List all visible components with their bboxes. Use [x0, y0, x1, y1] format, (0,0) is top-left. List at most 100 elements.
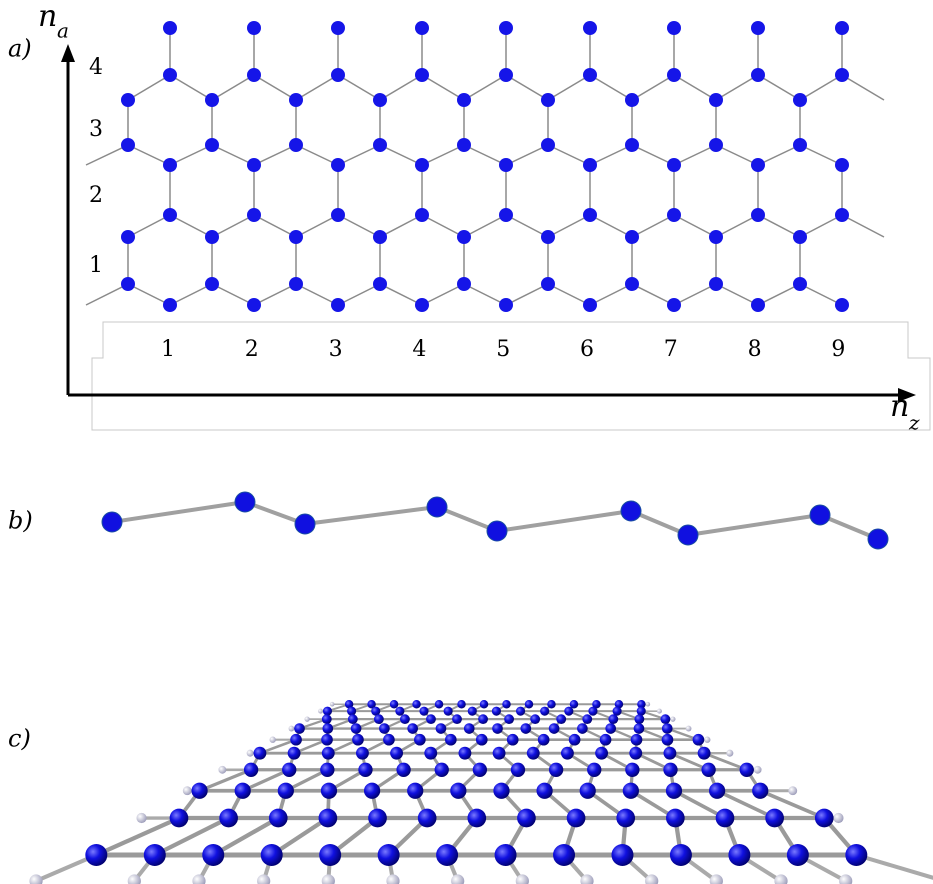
atom — [383, 734, 395, 746]
column-label: 2 — [245, 337, 259, 362]
atom — [351, 723, 362, 734]
atom — [457, 700, 465, 708]
atom — [541, 277, 555, 291]
hydrogen — [270, 737, 276, 743]
atom — [419, 707, 428, 716]
atom — [480, 700, 488, 708]
atom — [751, 68, 765, 82]
atom — [667, 208, 681, 222]
atom — [247, 21, 261, 35]
atom — [499, 158, 513, 172]
atom — [693, 734, 705, 746]
atom — [319, 809, 338, 828]
atom — [415, 68, 429, 82]
bond — [464, 284, 506, 305]
hydrogen — [839, 874, 852, 884]
bond — [632, 215, 674, 237]
atom — [121, 277, 135, 291]
bond — [338, 75, 380, 100]
atom — [530, 714, 540, 724]
atom — [536, 783, 552, 799]
atom — [547, 700, 555, 708]
bond — [296, 75, 338, 100]
atom — [751, 21, 765, 35]
atom — [289, 230, 303, 244]
hydrogen — [686, 726, 692, 732]
atom — [319, 844, 341, 866]
atom — [493, 783, 509, 799]
atom — [538, 734, 550, 746]
atom — [364, 783, 380, 799]
atom — [716, 809, 735, 828]
atom — [396, 763, 410, 777]
atom — [540, 707, 549, 716]
atom — [452, 714, 462, 724]
atom — [163, 21, 177, 35]
bond — [716, 284, 758, 305]
atom — [476, 734, 488, 746]
hydrogen — [247, 750, 254, 757]
atom — [582, 714, 592, 724]
atom — [289, 93, 303, 107]
atom — [549, 763, 563, 777]
atom — [102, 512, 122, 532]
atom — [415, 21, 429, 35]
atom — [331, 208, 345, 222]
atom — [202, 844, 224, 866]
atom — [121, 230, 135, 244]
bond — [464, 75, 506, 100]
bond — [548, 284, 590, 305]
atom — [701, 763, 715, 777]
atom — [321, 734, 333, 746]
atom — [294, 723, 305, 734]
bond — [506, 284, 548, 305]
bond — [506, 75, 548, 100]
atom — [504, 714, 514, 724]
atom — [709, 783, 725, 799]
atom — [631, 734, 643, 746]
atom — [583, 158, 597, 172]
bond — [674, 215, 716, 237]
atom — [247, 158, 261, 172]
atom — [356, 747, 369, 760]
atom — [163, 158, 177, 172]
atom — [835, 208, 849, 222]
figure: a)b)c)nanz1234123456789 — [0, 0, 933, 884]
bond — [170, 284, 212, 305]
atom — [163, 68, 177, 82]
lattice — [86, 21, 884, 312]
atom — [499, 68, 513, 82]
atom — [457, 93, 471, 107]
atom — [621, 501, 641, 521]
atom — [320, 763, 334, 777]
bond — [842, 215, 884, 237]
column-label: 4 — [412, 337, 426, 362]
atom — [751, 158, 765, 172]
atom — [415, 158, 429, 172]
atom — [835, 298, 849, 312]
hydrogen — [257, 874, 270, 884]
hydrogen — [386, 874, 399, 884]
atom — [709, 230, 723, 244]
bond — [758, 284, 800, 305]
atom — [163, 298, 177, 312]
atom — [541, 138, 555, 152]
bond — [380, 215, 422, 237]
atom — [835, 68, 849, 82]
atom — [121, 138, 135, 152]
bond — [296, 284, 338, 305]
atom — [445, 734, 457, 746]
bond — [497, 511, 631, 531]
hydrogen — [657, 709, 662, 714]
atom — [464, 723, 475, 734]
atom — [407, 783, 423, 799]
bond — [856, 855, 933, 881]
atom — [205, 138, 219, 152]
atom — [637, 707, 646, 716]
atom — [499, 298, 513, 312]
atom — [374, 714, 384, 724]
bond — [212, 75, 254, 100]
atom — [390, 747, 403, 760]
column-label: 6 — [580, 337, 594, 362]
atom — [517, 809, 536, 828]
